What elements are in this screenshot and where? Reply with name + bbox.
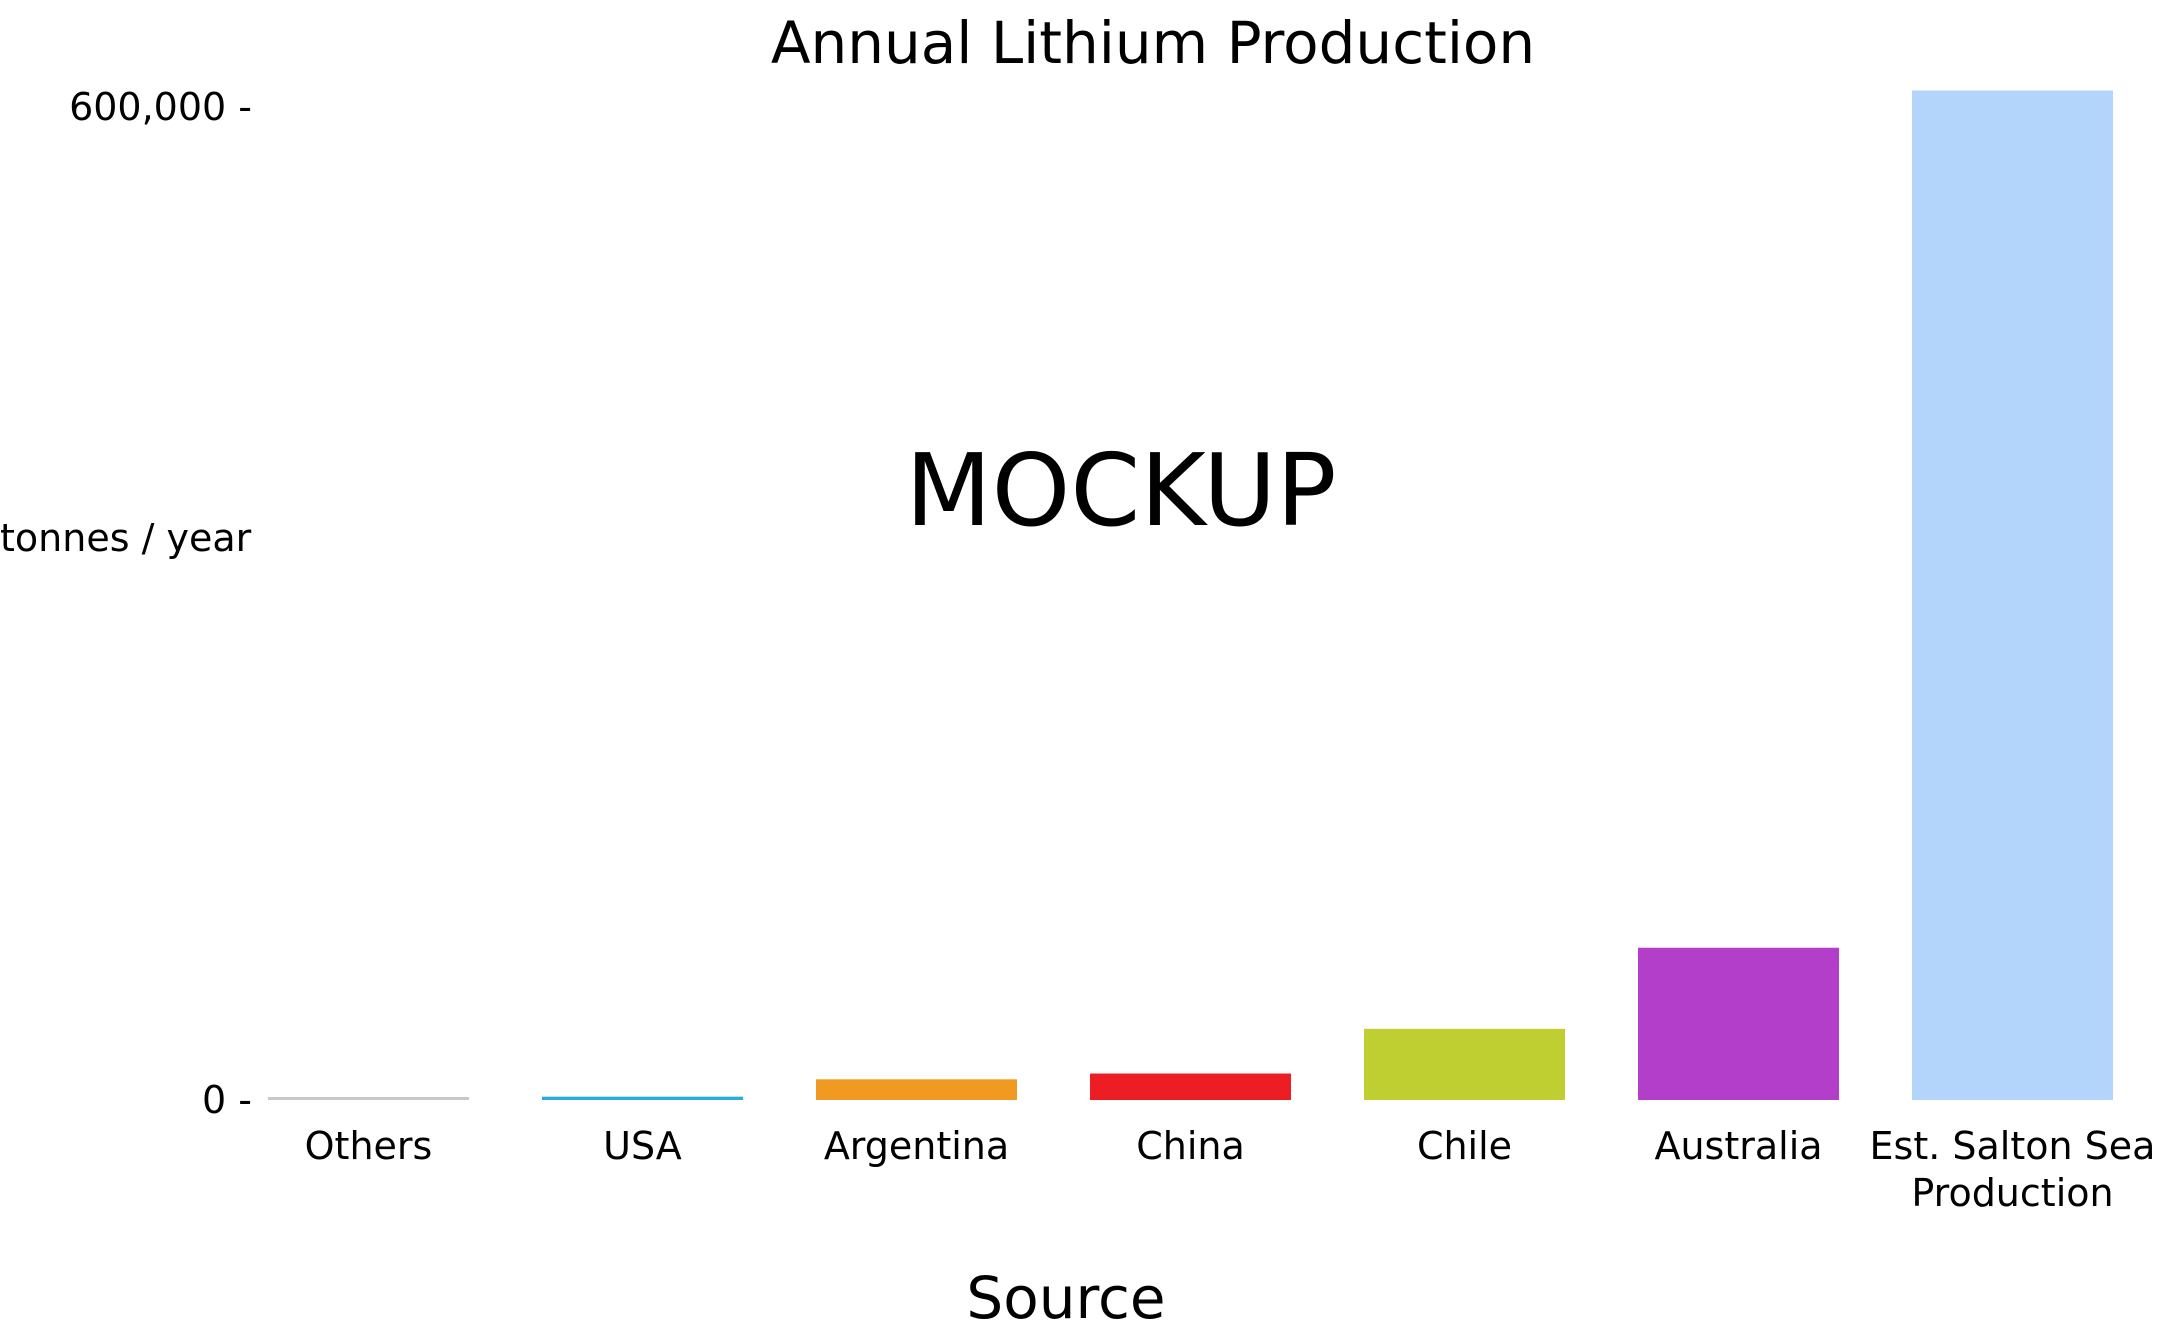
x-tick-label-line: Chile <box>1417 1124 1512 1168</box>
x-tick-label: Australia <box>1654 1124 1822 1168</box>
x-tick-label-line: Production <box>1911 1171 2113 1215</box>
x-axis-tick-labels: Others USA Argentina China Chile Australia Est… <box>305 1124 2156 1215</box>
x-tick-label-line: China <box>1136 1124 1245 1168</box>
bar <box>542 1096 743 1100</box>
x-tick-label: China <box>1136 1124 1245 1168</box>
x-tick-label: Others <box>305 1124 433 1168</box>
bar <box>1912 90 2113 1100</box>
x-tick-label-line: Others <box>305 1124 433 1168</box>
bar <box>1364 1028 1565 1100</box>
mockup-watermark: MOCKUP <box>905 432 1336 549</box>
x-tick-label-line: Australia <box>1654 1124 1822 1168</box>
x-tick-label-line: USA <box>603 1124 682 1168</box>
y-axis-ticks: 0 - 600,000 - <box>69 85 252 1122</box>
bar <box>1638 947 1839 1100</box>
bar <box>816 1079 1017 1100</box>
x-axis-label: Source <box>966 1264 1165 1330</box>
y-tick-label: 600,000 - <box>69 85 252 129</box>
x-tick-label: USA <box>603 1124 682 1168</box>
x-tick-label: Chile <box>1417 1124 1512 1168</box>
x-tick-label-line: Argentina <box>824 1124 1009 1168</box>
chart-title: Annual Lithium Production <box>771 9 1535 77</box>
y-tick-label: 0 - <box>202 1078 252 1122</box>
bars-group <box>268 90 2113 1100</box>
x-tick-label: Argentina <box>824 1124 1009 1168</box>
x-tick-label: Est. Salton Sea Production <box>1870 1124 2156 1215</box>
x-tick-label-line: Est. Salton Sea <box>1870 1124 2156 1168</box>
bar <box>268 1097 469 1100</box>
y-axis-label: tonnes / year <box>0 516 252 560</box>
bar <box>1090 1073 1291 1100</box>
